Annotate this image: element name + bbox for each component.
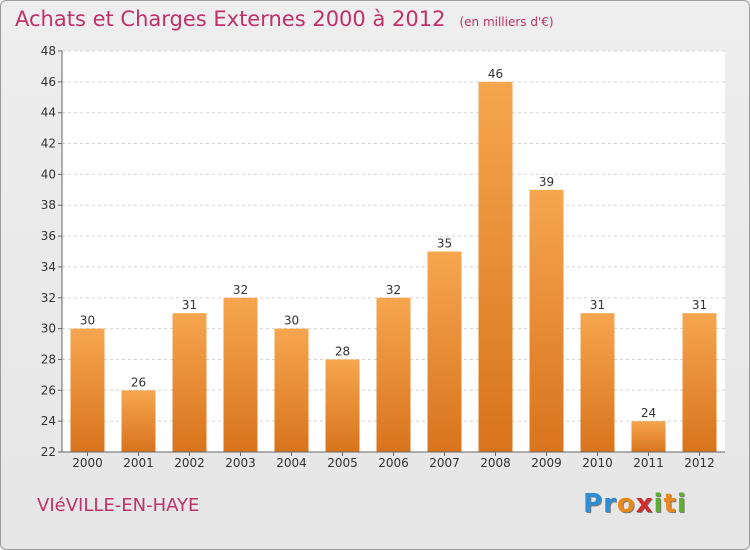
value-label: 31 (692, 298, 707, 312)
bar-2012 (682, 313, 717, 452)
y-tick-label: 32 (41, 291, 56, 305)
bar-2003 (223, 297, 258, 452)
value-label: 32 (233, 283, 248, 297)
value-label: 30 (80, 314, 95, 328)
bar-2001 (121, 390, 156, 452)
y-tick-label: 24 (41, 414, 56, 428)
value-label: 24 (641, 406, 656, 420)
bar-2011 (631, 421, 666, 452)
value-label: 30 (284, 314, 299, 328)
y-tick-label: 34 (41, 260, 56, 274)
logo-letter: i (676, 489, 687, 519)
bar-2005 (325, 359, 360, 452)
logo-letter: o (616, 489, 636, 519)
logo-letter: r (603, 489, 617, 519)
y-tick-label: 28 (41, 352, 56, 366)
y-tick-label: 38 (41, 198, 56, 212)
bar-2006 (376, 297, 411, 452)
value-label: 26 (131, 375, 146, 389)
value-label: 31 (590, 298, 605, 312)
x-tick-label: 2006 (378, 456, 409, 470)
bar-2007 (427, 251, 462, 452)
x-tick-label: 2004 (276, 456, 307, 470)
value-label: 32 (386, 283, 401, 297)
y-tick-label: 40 (41, 167, 56, 181)
value-label: 31 (182, 298, 197, 312)
y-tick-label: 46 (41, 75, 56, 89)
x-tick-label: 2009 (531, 456, 562, 470)
y-tick-label: 36 (41, 229, 56, 243)
bar-2004 (274, 328, 309, 452)
logo-letter: P (583, 489, 604, 519)
x-tick-label: 2001 (123, 456, 154, 470)
bar-2002 (172, 313, 207, 452)
logo-letter: x (635, 489, 654, 519)
x-tick-label: 2012 (684, 456, 715, 470)
x-tick-label: 2005 (327, 456, 358, 470)
value-label: 28 (335, 344, 350, 358)
x-tick-label: 2011 (633, 456, 664, 470)
y-tick-label: 26 (41, 383, 56, 397)
y-axis: 22 24 26 28 30 32 34 36 38 40 42 44 46 48 (41, 44, 63, 459)
location-label: VIéVILLE-EN-HAYE (37, 495, 200, 516)
y-tick-label: 44 (41, 106, 56, 120)
value-label: 35 (437, 237, 452, 251)
x-axis: 2000 2001 2002 2003 2004 2005 2006 2007 2008 2009… (62, 451, 725, 470)
x-tick-label: 2008 (480, 456, 511, 470)
x-tick-label: 2003 (225, 456, 256, 470)
x-tick-label: 2007 (429, 456, 460, 470)
chart-title: Achats et Charges Externes 2000 à 2012 (e… (15, 7, 554, 31)
y-tick-label: 42 (41, 137, 56, 151)
proxiti-logo: Proxiti (583, 489, 687, 519)
chart-unit: (en milliers d'€) (459, 15, 554, 29)
logo-letter: t (663, 489, 677, 519)
x-tick-label: 2010 (582, 456, 613, 470)
bar-2009 (529, 189, 564, 453)
y-tick-label: 48 (41, 44, 56, 58)
y-tick-label: 30 (41, 322, 56, 336)
bar-2008 (478, 81, 513, 452)
bar-2010 (580, 313, 615, 452)
bar-2000 (70, 328, 105, 452)
value-label: 39 (539, 175, 554, 189)
logo-letter: i (653, 489, 664, 519)
bars: 30 26 31 32 30 28 32 35 46 39 31 24 31 (70, 67, 717, 453)
x-tick-label: 2000 (72, 456, 103, 470)
value-label: 46 (488, 67, 503, 81)
y-tick-label: 22 (41, 445, 56, 459)
chart-title-text: Achats et Charges Externes 2000 à 2012 (15, 7, 446, 31)
x-tick-label: 2002 (174, 456, 205, 470)
